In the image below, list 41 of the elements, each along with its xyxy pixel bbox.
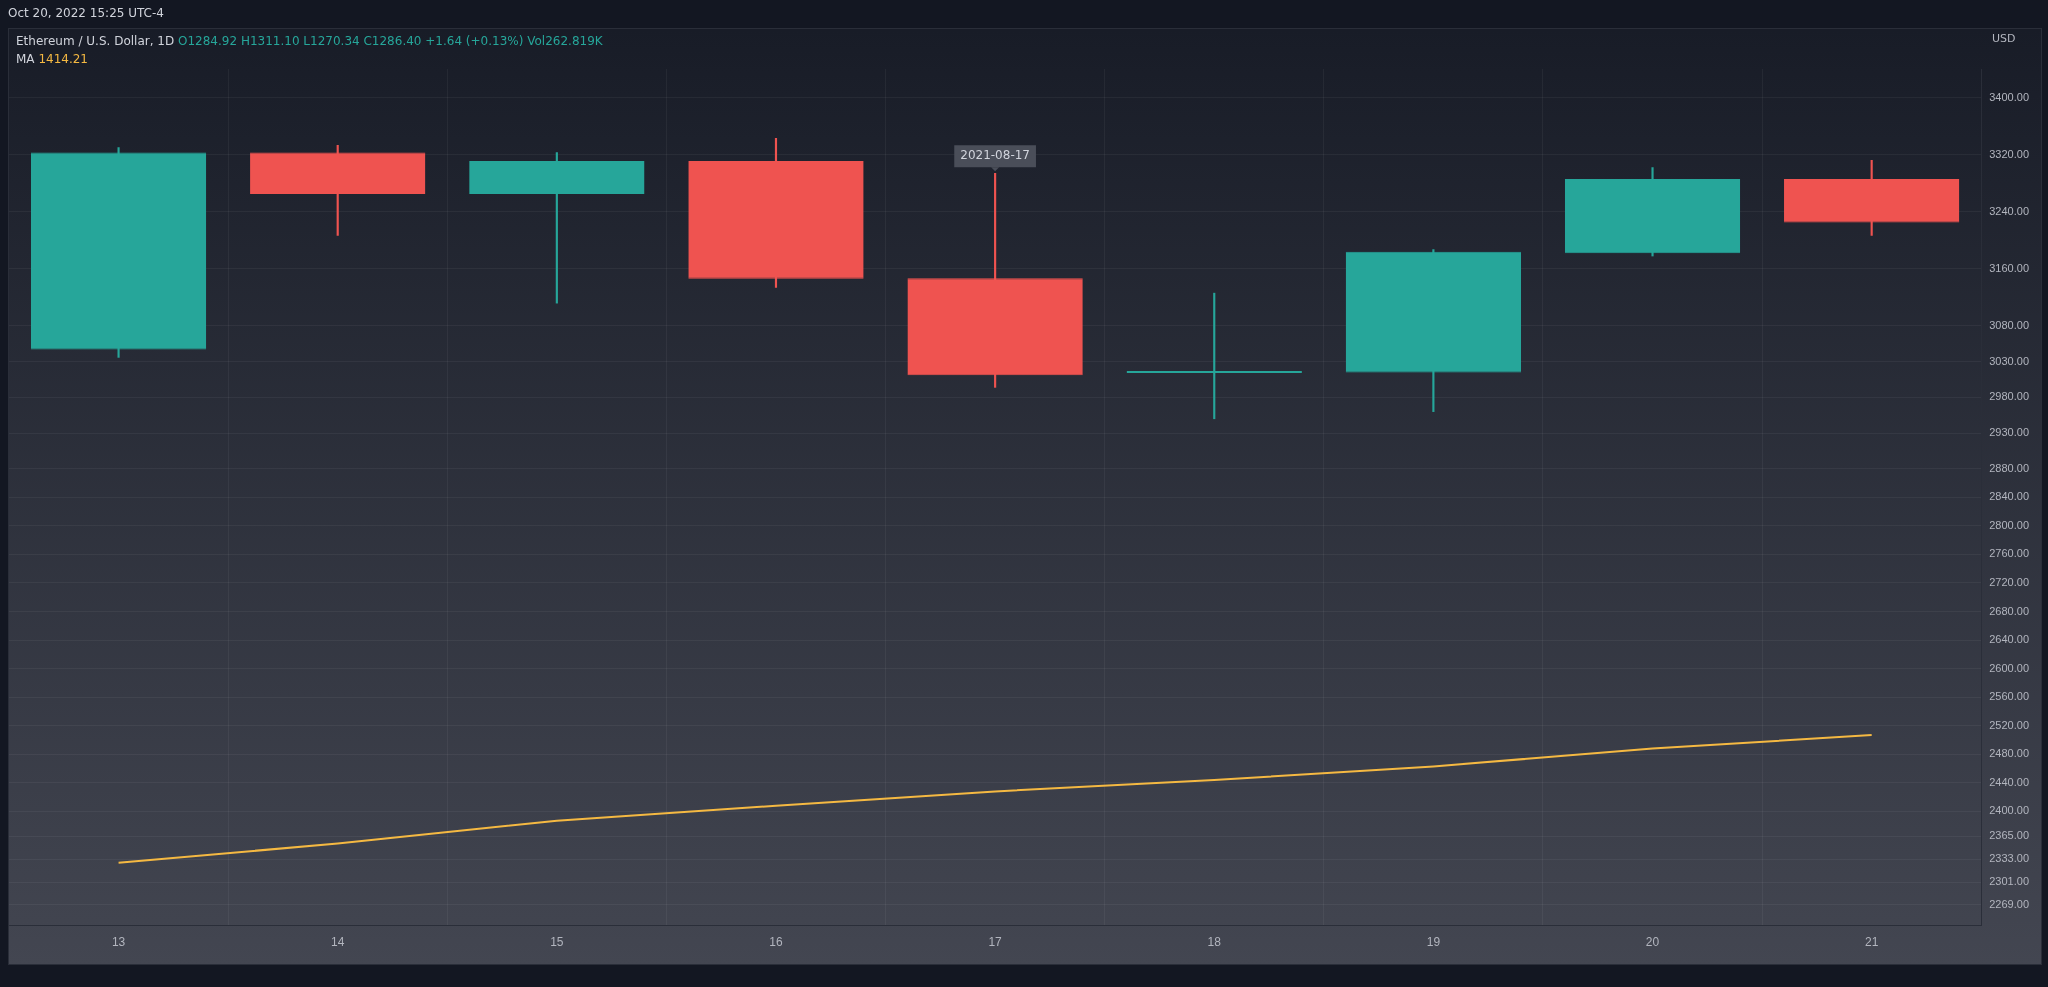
text: Oct 20, 2022 15:25 UTC-4 (8, 6, 164, 20)
x-tick-label: 14 (331, 935, 345, 950)
y-tick-label: 3240.00 (1989, 204, 2029, 217)
y-tick-label: 2680.00 (1989, 604, 2029, 617)
text: 1414.21 (37, 52, 88, 66)
text: MA (16, 52, 35, 66)
y-tick-label: 2980.00 (1989, 390, 2029, 403)
y-tick-label: 3320.00 (1989, 147, 2029, 160)
y-tick-label: 2520.00 (1989, 718, 2029, 731)
y-tick-label: 2301.00 (1989, 875, 2029, 888)
chart-title: Ethereum / U.S. Dollar, 1D (16, 34, 175, 48)
y-tick-label: 2440.00 (1989, 775, 2029, 788)
y-tick-label: 2480.00 (1989, 747, 2029, 760)
y-tick-label: 3160.00 (1989, 261, 2029, 274)
y-tick-label: 2930.00 (1989, 426, 2029, 439)
x-tick-label: 18 (1207, 935, 1222, 950)
text: O1284.92 H1311.10 L1270.34 C1286.40 +1.64 (+0.13%) Vol262.819K (177, 34, 603, 48)
y-tick-label: 2365.00 (1989, 829, 2029, 842)
y-tick-label: 2720.00 (1989, 575, 2029, 588)
y-tick-label: 3080.00 (1989, 319, 2029, 332)
y-tick-label: 2600.00 (1989, 661, 2029, 674)
y-tick-label: 3030.00 (1989, 354, 2029, 367)
x-tick-label: 21 (1864, 935, 1879, 950)
x-tick-label: 19 (1426, 935, 1441, 950)
annotation: 2021-08-17 (960, 148, 1030, 163)
x-tick-label: 15 (550, 935, 564, 950)
y-tick-label: 2800.00 (1989, 518, 2029, 531)
y-tick-label: 2880.00 (1989, 461, 2029, 474)
x-tick-label: 13 (111, 935, 126, 950)
y-tick-label: 2840.00 (1989, 490, 2029, 503)
x-tick-label: 16 (769, 935, 783, 950)
y-tick-label: 2640.00 (1989, 633, 2029, 646)
x-tick-label: 17 (988, 935, 1003, 950)
y-tick-label: 2269.00 (1989, 897, 2029, 910)
y-axis-title: USD (1992, 32, 2016, 45)
y-tick-label: 3400.00 (1989, 90, 2029, 103)
y-tick-label: 2560.00 (1989, 690, 2029, 703)
y-tick-label: 2400.00 (1989, 804, 2029, 817)
y-tick-label: 2333.00 (1989, 852, 2029, 865)
x-tick-label: 20 (1645, 935, 1660, 950)
y-tick-label: 2760.00 (1989, 547, 2029, 560)
